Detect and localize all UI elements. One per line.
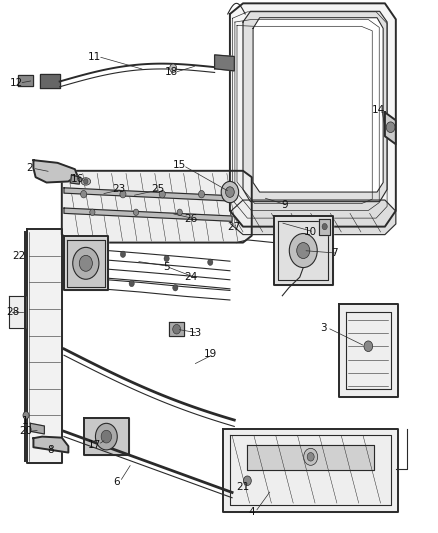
Text: 25: 25	[151, 184, 165, 195]
Text: 27: 27	[228, 222, 241, 232]
Polygon shape	[231, 200, 396, 235]
Polygon shape	[64, 208, 232, 221]
Circle shape	[289, 233, 317, 268]
Text: 23: 23	[112, 184, 125, 195]
Polygon shape	[253, 18, 383, 192]
Polygon shape	[385, 112, 396, 144]
Circle shape	[177, 209, 182, 215]
Circle shape	[81, 190, 87, 198]
Polygon shape	[33, 160, 77, 182]
Circle shape	[170, 64, 177, 72]
Polygon shape	[62, 171, 252, 243]
Polygon shape	[40, 74, 60, 88]
Text: 2: 2	[26, 163, 32, 173]
Circle shape	[90, 209, 95, 215]
Circle shape	[208, 259, 213, 265]
Circle shape	[364, 341, 373, 352]
Text: 13: 13	[188, 328, 201, 338]
Text: 1: 1	[21, 416, 28, 426]
Circle shape	[129, 280, 134, 287]
Text: 18: 18	[164, 68, 177, 77]
Text: 11: 11	[88, 52, 101, 61]
Text: 15: 15	[173, 160, 186, 171]
Circle shape	[120, 251, 126, 257]
Circle shape	[120, 190, 126, 198]
Polygon shape	[243, 11, 387, 201]
Text: 20: 20	[19, 426, 32, 437]
Polygon shape	[33, 437, 68, 453]
Polygon shape	[319, 219, 330, 235]
Text: 5: 5	[163, 262, 170, 271]
Polygon shape	[339, 304, 398, 397]
Polygon shape	[223, 429, 398, 512]
Circle shape	[79, 255, 92, 271]
Polygon shape	[27, 229, 62, 463]
Circle shape	[297, 243, 310, 259]
Polygon shape	[10, 296, 25, 328]
Circle shape	[173, 285, 178, 291]
Polygon shape	[84, 418, 130, 455]
Text: 22: 22	[12, 251, 26, 261]
Polygon shape	[71, 175, 80, 184]
Text: 26: 26	[184, 214, 197, 224]
Circle shape	[244, 476, 251, 486]
Circle shape	[307, 453, 314, 461]
Text: 17: 17	[88, 440, 101, 450]
Circle shape	[304, 448, 318, 465]
Text: 10: 10	[304, 227, 317, 237]
Polygon shape	[274, 216, 332, 285]
Text: 14: 14	[372, 104, 385, 115]
Ellipse shape	[81, 177, 91, 185]
Circle shape	[134, 209, 139, 215]
Circle shape	[226, 187, 234, 197]
Text: 19: 19	[204, 349, 217, 359]
Circle shape	[198, 190, 205, 198]
Text: 4: 4	[248, 507, 255, 517]
Circle shape	[73, 247, 99, 279]
Circle shape	[221, 181, 239, 203]
Text: 8: 8	[48, 445, 54, 455]
Circle shape	[84, 179, 88, 184]
Text: 3: 3	[321, 322, 327, 333]
Polygon shape	[169, 322, 184, 336]
Polygon shape	[215, 55, 234, 71]
Text: 21: 21	[237, 482, 250, 492]
Polygon shape	[67, 240, 105, 287]
Circle shape	[23, 411, 29, 419]
Circle shape	[173, 325, 180, 334]
Polygon shape	[247, 445, 374, 470]
Polygon shape	[18, 75, 33, 86]
Circle shape	[322, 223, 327, 230]
Text: 7: 7	[332, 248, 338, 258]
Text: 16: 16	[71, 174, 84, 184]
Polygon shape	[30, 423, 44, 434]
Text: 12: 12	[9, 78, 23, 88]
Circle shape	[164, 255, 169, 262]
Text: 6: 6	[113, 477, 120, 487]
Circle shape	[95, 423, 117, 450]
Polygon shape	[230, 3, 396, 227]
Circle shape	[386, 122, 395, 133]
Circle shape	[101, 430, 112, 443]
Text: 24: 24	[184, 272, 197, 282]
Text: 28: 28	[6, 306, 20, 317]
Polygon shape	[64, 188, 232, 201]
Circle shape	[159, 190, 165, 198]
Polygon shape	[64, 236, 108, 290]
Text: 9: 9	[281, 200, 288, 211]
